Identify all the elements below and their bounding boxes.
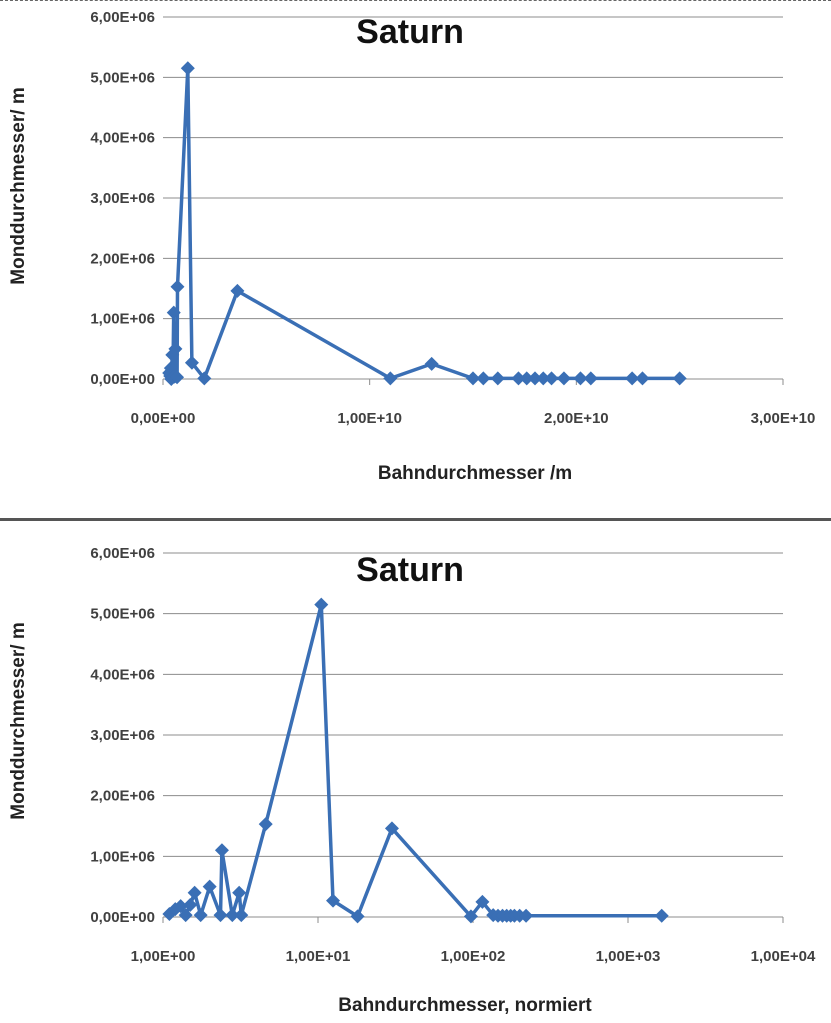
- data-point: [202, 879, 217, 894]
- chart-title-top: Saturn: [356, 13, 464, 51]
- chart-title-bottom: Saturn: [356, 551, 464, 589]
- data-point: [625, 371, 640, 386]
- x-tick-label: 1,00E+01: [286, 948, 351, 965]
- x-tick-label: 1,00E+03: [596, 948, 661, 965]
- grid-top: [162, 16, 784, 385]
- data-point: [168, 341, 183, 356]
- data-point: [170, 279, 185, 294]
- data-point: [180, 61, 195, 76]
- data-point: [654, 908, 669, 923]
- data-point: [350, 909, 365, 924]
- data-point: [383, 371, 398, 386]
- y-tick-label: 4,00E+06: [90, 666, 155, 683]
- y-tick-label: 0,00E+00: [90, 371, 155, 388]
- data-point: [556, 371, 571, 386]
- x-tick-label: 0,00E+00: [131, 410, 196, 427]
- data-point: [166, 305, 181, 320]
- chart-panel-top: 0,00E+00 1,00E+06 2,00E+06 3,00E+06 4,00E+06…: [0, 0, 831, 484]
- chart-top: 0,00E+00 1,00E+06 2,00E+06 3,00E+06 4,00E+06…: [8, 9, 816, 484]
- data-point: [187, 885, 202, 900]
- x-axis-label-bottom: Bahndurchmesser, normiert: [338, 995, 592, 1016]
- data-point: [544, 371, 559, 386]
- data-point: [511, 371, 526, 386]
- x-ticks-top: 0,00E+00 1,00E+10 2,00E+10 3,00E+10: [131, 410, 816, 427]
- y-axis-label-bottom: Monddurchmesser/ m: [8, 622, 29, 819]
- data-point: [326, 893, 341, 908]
- x-tick-label: 1,00E+10: [337, 410, 402, 427]
- y-tick-label: 1,00E+06: [90, 848, 155, 865]
- x-tick-label: 2,00E+10: [544, 410, 609, 427]
- y-tick-label: 5,00E+06: [90, 606, 155, 623]
- x-axis-label-top: Bahndurchmesser /m: [378, 463, 572, 484]
- chart-bottom: 0,00E+00 1,00E+06 2,00E+06 3,00E+06 4,00E+06…: [8, 545, 816, 1016]
- y-tick-label: 3,00E+06: [90, 190, 155, 207]
- data-point: [466, 371, 480, 386]
- data-point: [213, 908, 228, 923]
- data-point: [463, 909, 478, 924]
- data-point: [536, 371, 551, 386]
- data-point: [234, 908, 249, 923]
- data-point: [214, 843, 229, 858]
- data-point: [635, 371, 650, 386]
- data-point: [178, 908, 193, 923]
- x-tick-label: 1,00E+04: [751, 948, 816, 965]
- y-tick-label: 4,00E+06: [90, 130, 155, 147]
- data-point: [424, 356, 439, 371]
- series-line: [167, 66, 680, 381]
- data-point: [583, 371, 598, 386]
- data-point: [519, 908, 534, 923]
- data-point: [475, 894, 490, 909]
- data-point: [573, 371, 588, 386]
- series-bottom: [162, 597, 669, 924]
- y-tick-label: 2,00E+06: [90, 788, 155, 805]
- data-point: [170, 370, 185, 385]
- y-ticks-bottom: 0,00E+00 1,00E+06 2,00E+06 3,00E+06 4,00E+06…: [90, 545, 155, 926]
- data-point: [672, 371, 687, 386]
- data-point: [193, 908, 208, 923]
- data-point: [184, 355, 199, 370]
- series-top: [162, 61, 687, 386]
- y-axis-label-top: Monddurchmesser/ m: [8, 87, 29, 284]
- data-point: [183, 897, 198, 912]
- data-point: [528, 371, 542, 386]
- y-tick-label: 5,00E+06: [90, 69, 155, 86]
- y-tick-label: 6,00E+06: [90, 9, 155, 26]
- data-point: [225, 908, 240, 923]
- x-tick-label: 3,00E+10: [751, 410, 816, 427]
- y-tick-label: 2,00E+06: [90, 250, 155, 267]
- y-tick-label: 1,00E+06: [90, 311, 155, 328]
- x-tick-label: 1,00E+00: [131, 948, 196, 965]
- data-point: [197, 371, 212, 386]
- series-line: [168, 602, 662, 919]
- chart-panel-bottom: 0,00E+00 1,00E+06 2,00E+06 3,00E+06 4,00E+06…: [0, 518, 831, 1023]
- y-ticks-top: 0,00E+00 1,00E+06 2,00E+06 3,00E+06 4,00E+06…: [90, 9, 155, 388]
- data-point: [519, 371, 534, 386]
- data-point: [490, 371, 505, 386]
- data-point: [258, 817, 273, 832]
- y-tick-label: 0,00E+00: [90, 909, 155, 926]
- y-tick-label: 6,00E+06: [90, 545, 155, 562]
- data-point: [230, 283, 245, 298]
- grid-bottom: [162, 552, 784, 923]
- data-point: [232, 885, 247, 900]
- x-ticks-bottom: 1,00E+00 1,00E+01 1,00E+02 1,00E+03 1,00E+04: [131, 948, 816, 965]
- x-tick-label: 1,00E+02: [441, 948, 506, 965]
- y-tick-label: 3,00E+06: [90, 727, 155, 744]
- data-point: [173, 899, 188, 914]
- data-point: [384, 821, 399, 836]
- data-point: [314, 597, 329, 612]
- data-point: [476, 371, 491, 386]
